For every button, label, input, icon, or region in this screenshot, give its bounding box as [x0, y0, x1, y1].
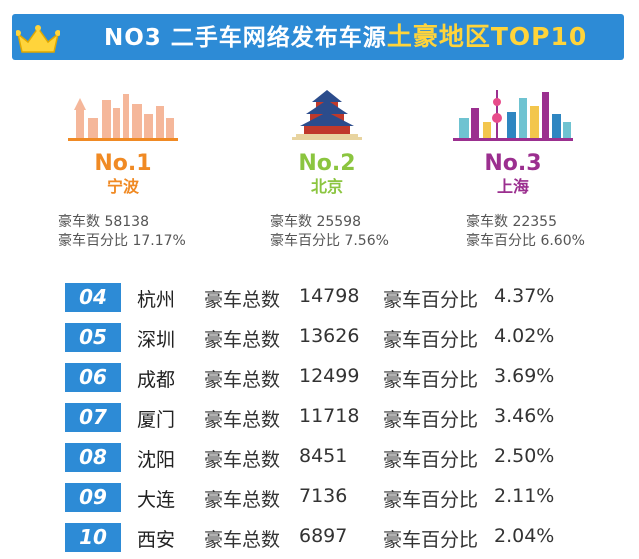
pct-value: 3.69% [494, 365, 555, 387]
count-value: 8451 [299, 445, 348, 467]
count-value: 11718 [299, 405, 360, 427]
pct-value: 6.60% [540, 233, 585, 249]
count-value: 7136 [299, 485, 348, 507]
count-label: 豪车数 [58, 214, 100, 230]
rank-badge: 10 [65, 523, 121, 552]
city-name: 成都 [137, 369, 176, 391]
pct-value: 17.17% [132, 233, 186, 249]
title-suffix: TOP10 [490, 22, 588, 51]
city-name: 上海 [496, 177, 529, 196]
crown-icon [16, 25, 60, 53]
count-label: 豪车总数 [204, 369, 281, 391]
city-name: 杭州 [137, 289, 176, 311]
pct-label: 豪车百分比 [58, 233, 128, 249]
count-value: 12499 [299, 365, 360, 387]
city-name: 西安 [137, 529, 176, 551]
table-row: 04 杭州 豪车总数 14798 豪车百分比 4.37% [65, 279, 625, 319]
pct-value: 7.56% [344, 233, 389, 249]
title-highlight: 土豪地区 [386, 22, 491, 51]
rank-badge: 09 [65, 483, 121, 512]
podium-no1-stats: 豪车数 58138 豪车百分比 17.17% [58, 213, 186, 251]
title-prefix: NO3 二手车网络发布车源 [104, 25, 387, 51]
pct-line: 豪车百分比 7.56% [270, 232, 389, 251]
temple-of-heaven-icon [292, 90, 362, 140]
shanghai-skyline-icon [453, 90, 573, 141]
count-value: 14798 [299, 285, 360, 307]
table-row: 09 大连 豪车总数 7136 豪车百分比 2.11% [65, 479, 625, 519]
pct-label: 豪车百分比 [383, 369, 479, 391]
count-label: 豪车总数 [204, 529, 281, 551]
city-name: 深圳 [137, 329, 176, 351]
podium-no3: No.3 上海 [418, 88, 608, 198]
pct-label: 豪车百分比 [270, 233, 340, 249]
podium-no3-stats: 豪车数 22355 豪车百分比 6.60% [466, 213, 585, 251]
pct-line: 豪车百分比 6.60% [466, 232, 585, 251]
ningbo-skyline-icon [68, 94, 178, 141]
pct-label: 豪车百分比 [383, 329, 479, 351]
city-name: 大连 [137, 489, 176, 511]
table-row: 07 厦门 豪车总数 11718 豪车百分比 3.46% [65, 399, 625, 439]
rank-label: No.2 [298, 151, 356, 176]
count-value: 25598 [316, 214, 361, 230]
rank-badge: 05 [65, 323, 121, 352]
pct-label: 豪车百分比 [383, 289, 479, 311]
count-line: 豪车数 22355 [466, 213, 585, 232]
pct-value: 4.02% [494, 325, 555, 347]
podium-no2: No.2 北京 [232, 88, 422, 198]
table-row: 10 西安 豪车总数 6897 豪车百分比 2.04% [65, 519, 625, 559]
podium-no2-stats: 豪车数 25598 豪车百分比 7.56% [270, 213, 389, 251]
count-value: 13626 [299, 325, 360, 347]
pct-label: 豪车百分比 [383, 529, 479, 551]
city-name: 厦门 [137, 409, 176, 431]
pct-label: 豪车百分比 [383, 409, 479, 431]
city-name: 宁波 [106, 177, 139, 196]
table-row: 06 成都 豪车总数 12499 豪车百分比 3.69% [65, 359, 625, 399]
count-line: 豪车数 25598 [270, 213, 389, 232]
count-line: 豪车数 58138 [58, 213, 186, 232]
count-value: 22355 [512, 214, 557, 230]
count-label: 豪车数 [270, 214, 312, 230]
pct-value: 2.50% [494, 445, 555, 467]
pct-label: 豪车百分比 [383, 449, 479, 471]
rank-badge: 06 [65, 363, 121, 392]
ranking-table: 04 杭州 豪车总数 14798 豪车百分比 4.37% 05 深圳 豪车总数 … [65, 279, 625, 559]
count-label: 豪车总数 [204, 449, 281, 471]
count-label: 豪车总数 [204, 489, 281, 511]
table-row: 05 深圳 豪车总数 13626 豪车百分比 4.02% [65, 319, 625, 359]
pct-value: 3.46% [494, 405, 555, 427]
count-label: 豪车总数 [204, 329, 281, 351]
city-name: 沈阳 [137, 449, 176, 471]
rank-badge: 04 [65, 283, 121, 312]
pct-value: 2.11% [494, 485, 555, 507]
podium-no1: No.1 宁波 [28, 88, 218, 198]
rank-label: No.1 [94, 151, 152, 176]
city-name: 北京 [310, 177, 343, 196]
rank-badge: 08 [65, 443, 121, 472]
rank-badge: 07 [65, 403, 121, 432]
table-row: 08 沈阳 豪车总数 8451 豪车百分比 2.50% [65, 439, 625, 479]
pct-value: 4.37% [494, 285, 555, 307]
rank-label: No.3 [484, 151, 542, 176]
pct-label: 豪车百分比 [383, 489, 479, 511]
title-banner: NO3 二手车网络发布车源土豪地区TOP10 [12, 14, 624, 60]
pct-label: 豪车百分比 [466, 233, 536, 249]
count-value: 58138 [104, 214, 149, 230]
count-label: 豪车总数 [204, 289, 281, 311]
pct-line: 豪车百分比 17.17% [58, 232, 186, 251]
page-title: NO3 二手车网络发布车源土豪地区TOP10 [104, 14, 587, 60]
count-label: 豪车总数 [204, 409, 281, 431]
pct-value: 2.04% [494, 525, 555, 547]
count-label: 豪车数 [466, 214, 508, 230]
count-value: 6897 [299, 525, 348, 547]
